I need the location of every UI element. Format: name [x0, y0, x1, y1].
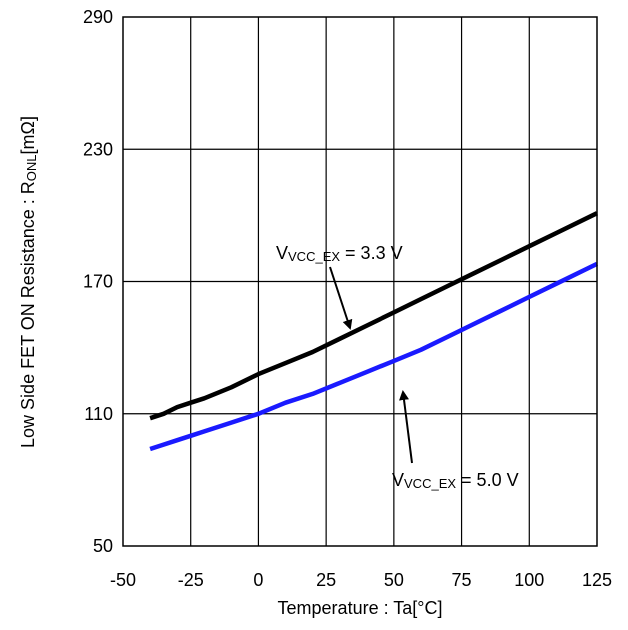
y-tick-label: 290 — [83, 7, 113, 27]
annotation-3v3-arrow — [329, 266, 353, 330]
y-tick-label: 50 — [93, 536, 113, 556]
series-layer — [149, 211, 598, 452]
x-tick-label: 75 — [452, 570, 472, 590]
annotation-3v3-rest: = 3.3 V — [340, 243, 403, 263]
x-tick-label: 100 — [514, 570, 544, 590]
annotation-3v3-main: V — [276, 243, 288, 263]
annotation-5v0-sub: VCC_EX — [404, 476, 456, 491]
y-tick-labels: 50 110 170 230 290 — [83, 7, 113, 556]
x-tick-labels: -50 -25 0 25 50 75 100 125 — [110, 570, 612, 590]
y-tick-label: 230 — [83, 139, 113, 159]
y-axis-label: Low Side FET ON Resistance : RONL[mΩ] — [18, 116, 39, 448]
x-tick-label: -50 — [110, 570, 136, 590]
series-line-1 — [149, 261, 598, 452]
annotation-5v0-main: V — [392, 470, 404, 490]
series-line-0 — [149, 211, 598, 421]
plot-frame — [122, 16, 598, 547]
annotation-5v0-rest: = 5.0 V — [456, 470, 519, 490]
annotation-3v3: VVCC_EX = 3.3 V — [276, 243, 403, 264]
x-tick-label: 25 — [316, 570, 336, 590]
x-tick-label: 0 — [253, 570, 263, 590]
y-axis-label-sub: ONL — [24, 154, 39, 181]
y-tick-label: 170 — [83, 272, 113, 292]
x-tick-label: 125 — [582, 570, 612, 590]
grid — [123, 17, 597, 546]
annotation-5v0: VVCC_EX = 5.0 V — [392, 470, 519, 491]
x-tick-label: 50 — [384, 570, 404, 590]
annotation-3v3-sub: VCC_EX — [288, 249, 340, 264]
x-axis-label: Temperature : Ta[°C] — [278, 598, 443, 618]
annotation-5v0-arrow — [399, 390, 413, 464]
y-axis-label-unit: [mΩ] — [18, 116, 38, 154]
x-tick-label: -25 — [178, 570, 204, 590]
y-tick-label: 110 — [84, 404, 113, 424]
y-axis-label-main: Low Side FET ON Resistance : R — [18, 181, 38, 448]
